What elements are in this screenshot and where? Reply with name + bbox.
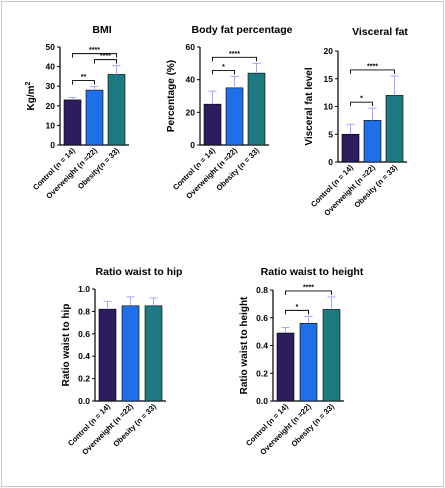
y-tick-label: 15 <box>324 74 334 84</box>
bar <box>107 74 126 146</box>
x-category-label: Obesity (n = 33) <box>289 402 336 449</box>
significance-bracket <box>72 80 95 85</box>
significance-label: **** <box>100 53 111 60</box>
y-tick-label: 0 <box>328 157 333 167</box>
y-tick-label: 0 <box>50 140 55 150</box>
significance-bracket <box>94 59 117 64</box>
y-tick-label: 40 <box>46 62 56 72</box>
significance-bracket <box>285 290 332 295</box>
significance-label: **** <box>367 63 378 70</box>
bar <box>203 103 222 146</box>
y-tick-label: 10 <box>324 102 334 112</box>
chart-title: Ratio waist to hip <box>96 266 183 278</box>
y-tick-label: 0.4 <box>256 341 268 351</box>
significance-label: * <box>296 304 299 311</box>
y-tick-label: 1.0 <box>78 284 90 294</box>
bar <box>341 133 360 163</box>
y-axis-label: Percentage (%) <box>166 60 177 132</box>
y-tick-label: 40 <box>186 75 196 85</box>
y-axis-label: Ratio waist to height <box>239 296 250 394</box>
significance-bracket <box>350 101 373 107</box>
y-tick-label: 60 <box>186 42 196 52</box>
bar <box>385 95 404 163</box>
significance-label: **** <box>229 51 240 58</box>
y-tick-label: 0.8 <box>256 285 268 295</box>
significance-label: ** <box>81 74 87 81</box>
significance-label: **** <box>89 47 100 54</box>
y-tick-label: 0 <box>190 140 195 150</box>
chart-title: Body fat percentage <box>192 24 293 36</box>
significance-bracket <box>350 69 395 74</box>
significance-label: * <box>360 96 363 103</box>
chart-title: BMI <box>92 24 111 36</box>
bar <box>363 120 382 163</box>
bar <box>85 89 104 146</box>
y-tick-label: 10 <box>46 120 56 130</box>
chart-title: Visceral fat <box>352 26 408 38</box>
y-tick-label: 0.6 <box>78 329 90 339</box>
y-tick-label: 0.0 <box>78 396 90 406</box>
y-tick-label: 5 <box>328 129 333 139</box>
y-tick-label: 0.6 <box>256 313 268 323</box>
y-tick-label: 20 <box>46 101 56 111</box>
significance-label: * <box>222 64 225 71</box>
chart-title: Ratio waist to height <box>261 266 364 278</box>
x-category-label: Obesity (n = 33) <box>111 402 158 449</box>
y-axis-label: Visceral fat level <box>304 67 315 145</box>
y-tick-label: 30 <box>46 81 56 91</box>
y-tick-label: 20 <box>324 46 334 56</box>
significance-bracket <box>285 309 309 315</box>
bar <box>98 308 117 402</box>
significance-bracket <box>212 69 235 75</box>
y-axis-label: Ratio waist to hip <box>61 304 72 387</box>
bar <box>63 99 82 146</box>
bar <box>322 309 341 402</box>
significance-bracket <box>72 53 117 58</box>
y-axis-label: Kg/m2 <box>25 81 37 110</box>
bar <box>299 322 318 402</box>
y-tick-label: 0.8 <box>78 306 90 316</box>
bar <box>276 332 295 402</box>
y-tick-label: 0.0 <box>256 396 268 406</box>
bar <box>225 87 244 146</box>
bar <box>144 305 163 402</box>
y-tick-label: 20 <box>186 107 196 117</box>
bar <box>247 72 266 146</box>
significance-label: **** <box>303 284 314 291</box>
y-tick-label: 0.2 <box>256 368 268 378</box>
y-tick-label: 0.4 <box>78 351 90 361</box>
y-tick-label: 50 <box>46 42 56 52</box>
y-tick-label: 0.2 <box>78 374 90 384</box>
significance-bracket <box>212 56 257 62</box>
bar <box>121 305 140 402</box>
